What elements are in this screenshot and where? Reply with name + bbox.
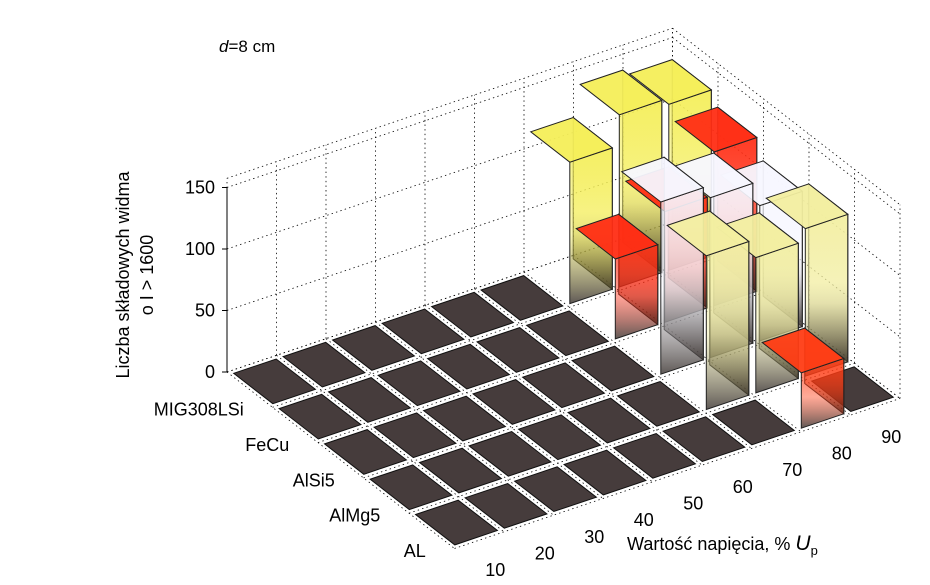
floor-tile <box>422 395 507 442</box>
gridline-horizontal <box>226 27 673 179</box>
z-tick-label: 100 <box>185 239 215 259</box>
gridline-floor <box>454 398 901 549</box>
gridline-floor <box>375 321 604 499</box>
bar-top-face <box>620 156 705 203</box>
material-tick-label: AL <box>404 541 426 561</box>
grid <box>226 27 901 549</box>
x-tick-label: 90 <box>881 427 901 447</box>
floor-tile <box>327 377 412 423</box>
bar <box>529 116 614 305</box>
bar-top-face <box>529 116 614 163</box>
gridline-side-horizontal <box>672 37 901 215</box>
floor-tile <box>567 397 651 444</box>
floor-tile <box>414 499 499 546</box>
bar-top-face <box>674 106 758 153</box>
floor-tile <box>331 325 416 371</box>
bar-top-face <box>579 69 663 116</box>
floor-tile <box>468 430 552 477</box>
bar-front-face <box>755 242 799 394</box>
floor-tile <box>612 432 697 479</box>
gridline-floor <box>408 362 855 514</box>
bar <box>575 213 659 340</box>
floor-tile <box>369 464 453 511</box>
material-tick-label: FeCu <box>245 435 289 455</box>
z-axis-label-line1: Liczba składowych widma <box>113 170 133 378</box>
floor-tile <box>232 358 317 405</box>
bar-top-face <box>666 210 750 257</box>
annotation: d=8 cm <box>219 37 275 56</box>
floor-tile <box>472 379 556 425</box>
material-tick-label: AlMg5 <box>329 506 380 526</box>
gridline-floor <box>424 305 653 483</box>
x-tick-label: 40 <box>634 510 654 530</box>
gridline-horizontal <box>226 37 673 188</box>
z-tick-label: 150 <box>185 178 215 198</box>
x-tick-label: 20 <box>535 543 555 563</box>
floor-tile <box>521 362 606 409</box>
z-tick-label: 0 <box>205 362 215 382</box>
floor-tile <box>525 310 610 357</box>
bars <box>529 58 849 429</box>
x-tick-label: 50 <box>683 493 703 513</box>
gridline-horizontal <box>226 98 673 250</box>
floor-tile <box>517 414 602 461</box>
x-axis-label: Wartość napięcia, % Up <box>627 532 818 558</box>
material-tick-label: MIG308LSi <box>154 400 244 420</box>
bar <box>666 210 750 411</box>
gridline-floor <box>276 355 505 533</box>
gridline-floor <box>523 271 752 449</box>
floor-tile <box>476 327 560 373</box>
bar <box>620 156 705 375</box>
z-tick-label: 50 <box>195 301 215 321</box>
bar-top-face <box>761 327 845 374</box>
floor-tile <box>464 482 548 529</box>
floor-tile <box>282 341 366 388</box>
floor-tile <box>480 275 564 321</box>
floor-tile <box>418 447 503 494</box>
x-tick-label: 30 <box>584 527 604 547</box>
floor-tile <box>323 429 408 475</box>
floor-tile <box>278 393 362 440</box>
bar-top-face <box>765 183 849 230</box>
floor-tile <box>381 308 465 355</box>
floor-tile <box>662 416 746 463</box>
bar-top-face <box>575 213 659 260</box>
gridline-floor <box>474 288 703 466</box>
floor-tile <box>377 360 461 407</box>
floor-tile <box>563 449 647 496</box>
gridline-floor <box>226 371 455 549</box>
bar <box>761 327 845 429</box>
bar-front-face <box>705 240 750 411</box>
floor-tile <box>571 345 655 392</box>
x-tick-label: 80 <box>832 443 852 463</box>
floor-tile <box>616 380 701 427</box>
material-tick-label: AlSi5 <box>293 470 335 490</box>
bar <box>765 182 849 377</box>
x-tick-label: 60 <box>733 477 753 497</box>
bar-front-face <box>614 244 659 340</box>
floor-tile <box>513 466 598 513</box>
gridline-floor <box>325 338 554 516</box>
floor-tile <box>711 399 796 446</box>
z-axis-label-line2: o I > 1600 <box>137 235 157 316</box>
floor-tile <box>430 291 515 338</box>
x-tick-label: 10 <box>485 560 505 580</box>
bar-top-face <box>628 59 713 105</box>
floor-tile <box>373 412 457 459</box>
floor-tiles <box>232 275 895 546</box>
gridline-side-horizontal <box>672 27 901 206</box>
floor-tile <box>426 343 511 390</box>
x-tick-label: 70 <box>782 460 802 480</box>
